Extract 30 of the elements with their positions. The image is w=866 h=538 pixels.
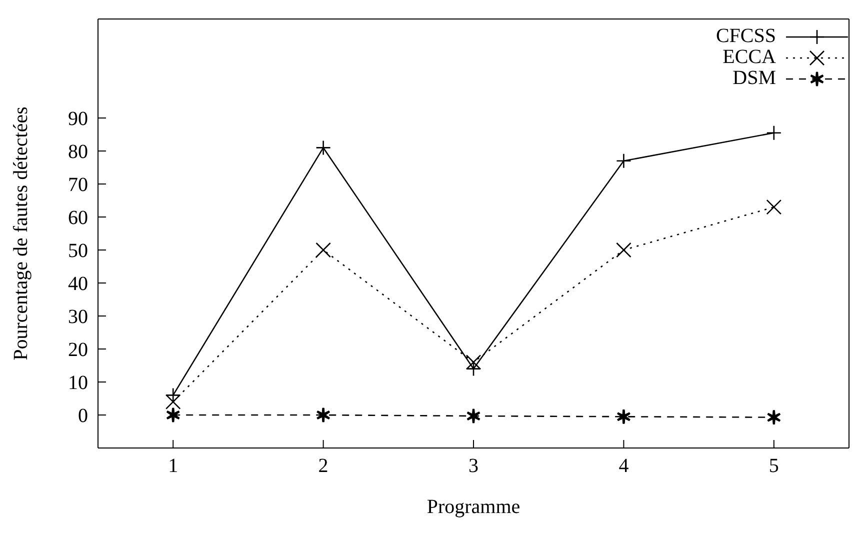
y-tick-label: 60 [68, 207, 88, 230]
point [166, 408, 180, 422]
legend-label: CFCSS [716, 25, 776, 47]
point [766, 125, 782, 140]
x-tick-label: 5 [768, 455, 779, 478]
y-tick-label: 0 [78, 405, 88, 428]
point [767, 410, 781, 425]
point [617, 409, 630, 424]
x-tick-label: 2 [318, 455, 328, 478]
x-tick-label: 4 [618, 455, 629, 478]
x-tick-label: 3 [468, 455, 478, 478]
point [616, 242, 632, 258]
y-tick-label: 10 [68, 372, 88, 394]
point [316, 408, 330, 422]
y-tick-label: 20 [68, 339, 88, 362]
point [466, 408, 480, 424]
y-tick-label: 30 [68, 306, 88, 328]
point [466, 354, 482, 370]
legend-label: ECCA [722, 46, 776, 68]
y-tick-label: 50 [68, 240, 88, 262]
point [316, 242, 331, 258]
point [766, 199, 782, 215]
x-tick-label: 1 [168, 455, 178, 478]
y-axis-title: Pourcentage de fautes détectées [10, 106, 32, 360]
y-tick-label: 90 [68, 108, 88, 130]
y-tick-label: 40 [68, 273, 88, 296]
x-axis-title: Programme [426, 496, 520, 518]
y-tick-label: 80 [68, 141, 88, 164]
y-tick-label: 70 [68, 174, 88, 196]
legend-label: DSM [732, 67, 776, 89]
